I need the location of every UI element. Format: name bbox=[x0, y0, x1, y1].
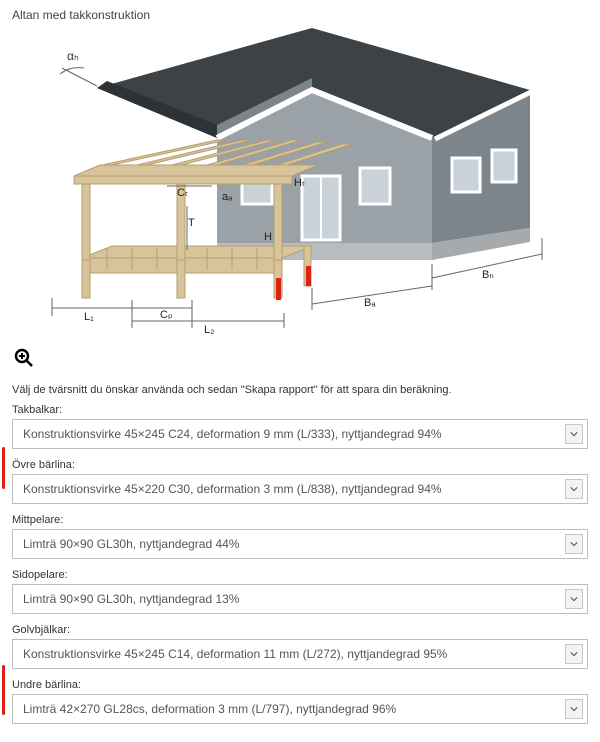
chevron-down-icon bbox=[565, 534, 583, 554]
select-value: Konstruktionsvirke 45×220 C30, deformati… bbox=[23, 482, 442, 496]
field-label: Övre bärlina: bbox=[12, 459, 588, 471]
field-label: Golvbjälkar: bbox=[12, 624, 588, 636]
svg-text:Bₙ: Bₙ bbox=[482, 269, 494, 281]
select-3[interactable]: Limträ 90×90 GL30h, nyttjandegrad 13% bbox=[12, 584, 588, 614]
field-label: Mittpelare: bbox=[12, 514, 588, 526]
chevron-down-icon bbox=[565, 589, 583, 609]
instruction-text: Välj de tvärsnitt du önskar använda och … bbox=[12, 384, 588, 396]
highlight-mark bbox=[2, 665, 5, 715]
select-0[interactable]: Konstruktionsvirke 45×245 C24, deformati… bbox=[12, 419, 588, 449]
field-1: Övre bärlina: Konstruktionsvirke 45×220 C… bbox=[12, 459, 588, 504]
construction-diagram: αₕ bbox=[12, 28, 572, 338]
svg-text:Bₐ: Bₐ bbox=[364, 297, 376, 309]
field-0: Takbalkar: Konstruktionsvirke 45×245 C24,… bbox=[12, 404, 588, 449]
field-5: Undre bärlina: Limträ 42×270 GL28cs, defo… bbox=[12, 679, 588, 724]
svg-text:H: H bbox=[264, 231, 272, 243]
svg-text:Cₚ: Cₚ bbox=[160, 309, 173, 321]
field-label: Sidopelare: bbox=[12, 569, 588, 581]
svg-text:Hₜ: Hₜ bbox=[294, 177, 305, 189]
select-value: Limträ 90×90 GL30h, nyttjandegrad 44% bbox=[23, 537, 239, 551]
field-4: Golvbjälkar: Konstruktionsvirke 45×245 C1… bbox=[12, 624, 588, 669]
svg-text:L₁: L₁ bbox=[84, 311, 94, 323]
label-alpha-h: αₕ bbox=[67, 49, 79, 63]
chevron-down-icon bbox=[565, 699, 583, 719]
select-2[interactable]: Limträ 90×90 GL30h, nyttjandegrad 44% bbox=[12, 529, 588, 559]
highlight-mark bbox=[2, 447, 5, 489]
field-label: Takbalkar: bbox=[12, 404, 588, 416]
select-value: Konstruktionsvirke 45×245 C24, deformati… bbox=[23, 427, 442, 441]
chevron-down-icon bbox=[565, 479, 583, 499]
select-4[interactable]: Konstruktionsvirke 45×245 C14, deformati… bbox=[12, 639, 588, 669]
svg-text:T: T bbox=[188, 217, 195, 229]
field-label: Undre bärlina: bbox=[12, 679, 588, 691]
svg-text:Cₜ: Cₜ bbox=[177, 187, 188, 199]
field-3: Sidopelare: Limträ 90×90 GL30h, nyttjande… bbox=[12, 569, 588, 614]
select-1[interactable]: Konstruktionsvirke 45×220 C30, deformati… bbox=[12, 474, 588, 504]
zoom-icon[interactable] bbox=[14, 348, 34, 374]
field-2: Mittpelare: Limträ 90×90 GL30h, nyttjande… bbox=[12, 514, 588, 559]
select-5[interactable]: Limträ 42×270 GL28cs, deformation 3 mm (… bbox=[12, 694, 588, 724]
chevron-down-icon bbox=[565, 424, 583, 444]
page-title: Altan med takkonstruktion bbox=[12, 8, 588, 22]
svg-text:aₐ: aₐ bbox=[222, 191, 233, 203]
select-value: Limträ 42×270 GL28cs, deformation 3 mm (… bbox=[23, 702, 396, 716]
select-value: Limträ 90×90 GL30h, nyttjandegrad 13% bbox=[23, 592, 239, 606]
select-value: Konstruktionsvirke 45×245 C14, deformati… bbox=[23, 647, 447, 661]
svg-text:L₂: L₂ bbox=[204, 324, 214, 336]
chevron-down-icon bbox=[565, 644, 583, 664]
